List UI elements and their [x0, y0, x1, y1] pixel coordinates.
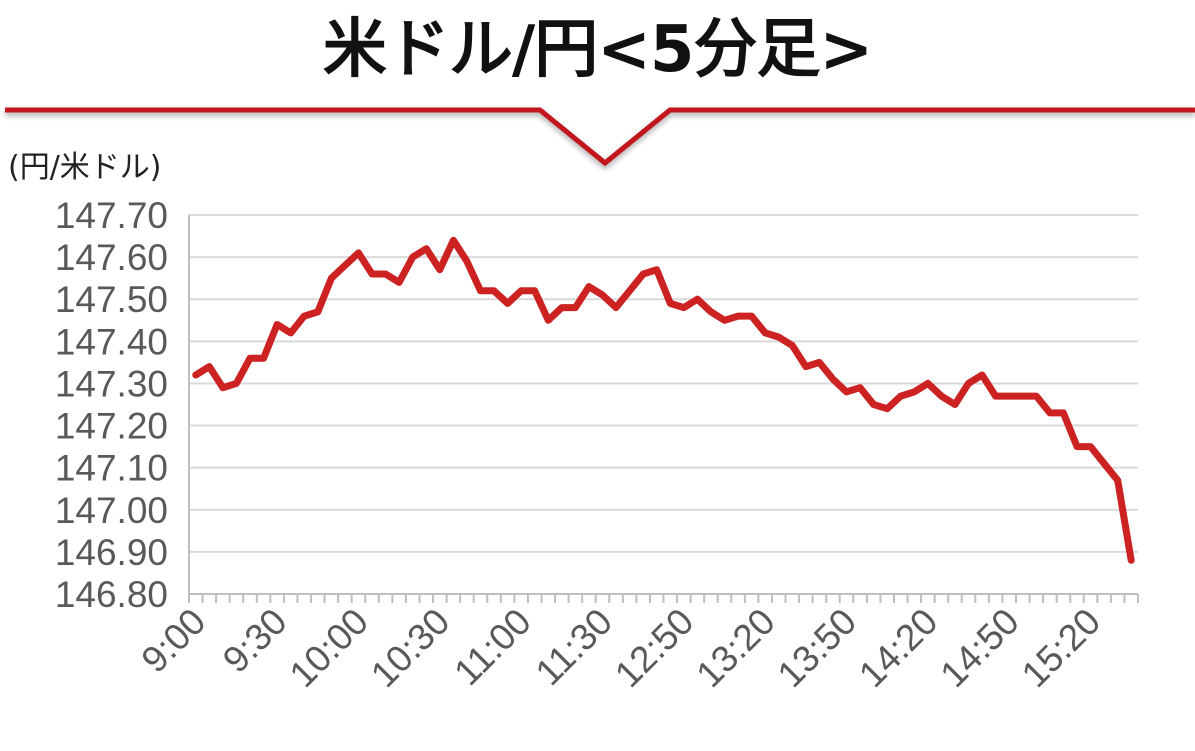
- axes: [188, 215, 1139, 603]
- x-tick-label: 14:20: [851, 601, 945, 695]
- chart-title: 米ドル/円<5分足>: [322, 13, 873, 87]
- x-tick-label: 15:20: [1014, 601, 1108, 695]
- x-tick-label: 11:30: [528, 601, 621, 694]
- x-tick-label: 13:20: [688, 601, 782, 695]
- y-tick-label: 147.20: [55, 406, 168, 447]
- x-tick-label: 12:50: [607, 601, 701, 695]
- y-tick-label: 147.30: [55, 363, 168, 404]
- y-tick-label: 147.60: [55, 237, 168, 278]
- y-tick-label: 146.80: [55, 574, 168, 615]
- grid-lines: [189, 214, 1138, 553]
- x-tick-label: 14:50: [932, 601, 1026, 695]
- x-tick-label: 10:00: [282, 601, 376, 695]
- x-tick-label: 10:30: [363, 601, 457, 695]
- series-line: [192, 236, 1135, 564]
- y-tick-label: 147.50: [55, 279, 168, 320]
- y-tick-label: 147.00: [55, 490, 168, 531]
- y-tick-labels: 147.70147.60147.50147.40147.30147.20147.…: [55, 195, 168, 615]
- x-tick-label: 13:50: [770, 601, 864, 695]
- y-tick-label: 146.90: [55, 532, 168, 573]
- y-tick-label: 147.10: [55, 448, 168, 489]
- x-tick-labels: 9:00 9:3010:0010:3011:0011:3012:5013:2013…: [134, 601, 1109, 695]
- x-tick-label: 11:00: [446, 601, 539, 694]
- y-tick-label: 147.70: [55, 195, 168, 236]
- series-layer: [192, 236, 1135, 564]
- y-axis-unit-label: (円/米ドル): [8, 150, 162, 185]
- title-divider-line: [5, 107, 1195, 167]
- y-tick-label: 147.40: [55, 321, 168, 362]
